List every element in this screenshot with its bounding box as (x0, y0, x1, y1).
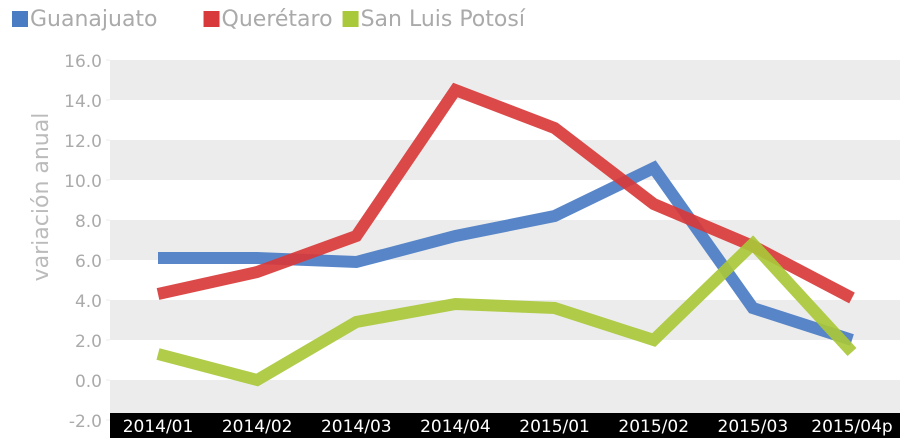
grid-band (110, 60, 900, 100)
x-tick-label: 2015/03 (718, 417, 789, 437)
y-tick-label: 16.0 (64, 52, 102, 72)
x-tick-label: 2014/04 (420, 417, 491, 437)
y-tick-label: 12.0 (64, 132, 102, 152)
y-tick-label: 4.0 (75, 292, 102, 312)
legend-label: Querétaro (222, 7, 333, 32)
y-tick-label: 2.0 (75, 332, 102, 352)
grid-band (110, 140, 900, 180)
series-line (156, 235, 857, 387)
legend-label: Guanajuato (30, 7, 158, 32)
x-tick-label: 2015/04p (811, 417, 892, 437)
y-tick-label: 0.0 (75, 372, 102, 392)
x-tick-label: 2014/02 (222, 417, 293, 437)
y-tick-label: -2.0 (69, 412, 102, 432)
y-tick-label: 14.0 (64, 92, 102, 112)
x-tick-label: 2015/01 (519, 417, 590, 437)
x-tick-label: 2014/03 (321, 417, 392, 437)
legend-swatch (342, 11, 359, 27)
x-tick-label: 2014/01 (123, 417, 194, 437)
legend-swatch (203, 11, 220, 27)
series-line (156, 82, 855, 304)
y-tick-label: 10.0 (64, 172, 102, 192)
legend-swatch (12, 11, 28, 27)
series-line (158, 160, 854, 346)
x-axis-band (110, 413, 900, 438)
x-tick-label: 2015/02 (618, 417, 689, 437)
legend-label: San Luis Potosí (361, 7, 526, 32)
y-tick-label: 6.0 (75, 252, 102, 272)
y-tick-label: 8.0 (75, 212, 102, 232)
y-axis-title: variación anual (29, 113, 54, 282)
